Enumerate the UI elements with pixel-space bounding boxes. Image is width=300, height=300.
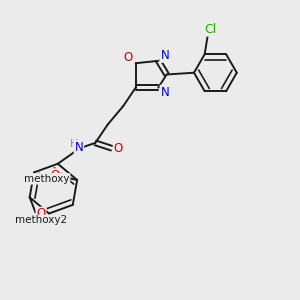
Text: O: O: [36, 207, 46, 220]
Text: O: O: [114, 142, 123, 155]
Text: Cl: Cl: [204, 23, 216, 36]
Text: methoxy: methoxy: [24, 174, 70, 184]
Text: N: N: [160, 85, 169, 98]
Text: methoxy2: methoxy2: [15, 215, 67, 226]
Text: N: N: [160, 49, 169, 62]
Text: N: N: [75, 141, 83, 154]
Text: O: O: [124, 51, 133, 64]
Text: O: O: [51, 169, 60, 182]
Text: H: H: [70, 139, 79, 149]
